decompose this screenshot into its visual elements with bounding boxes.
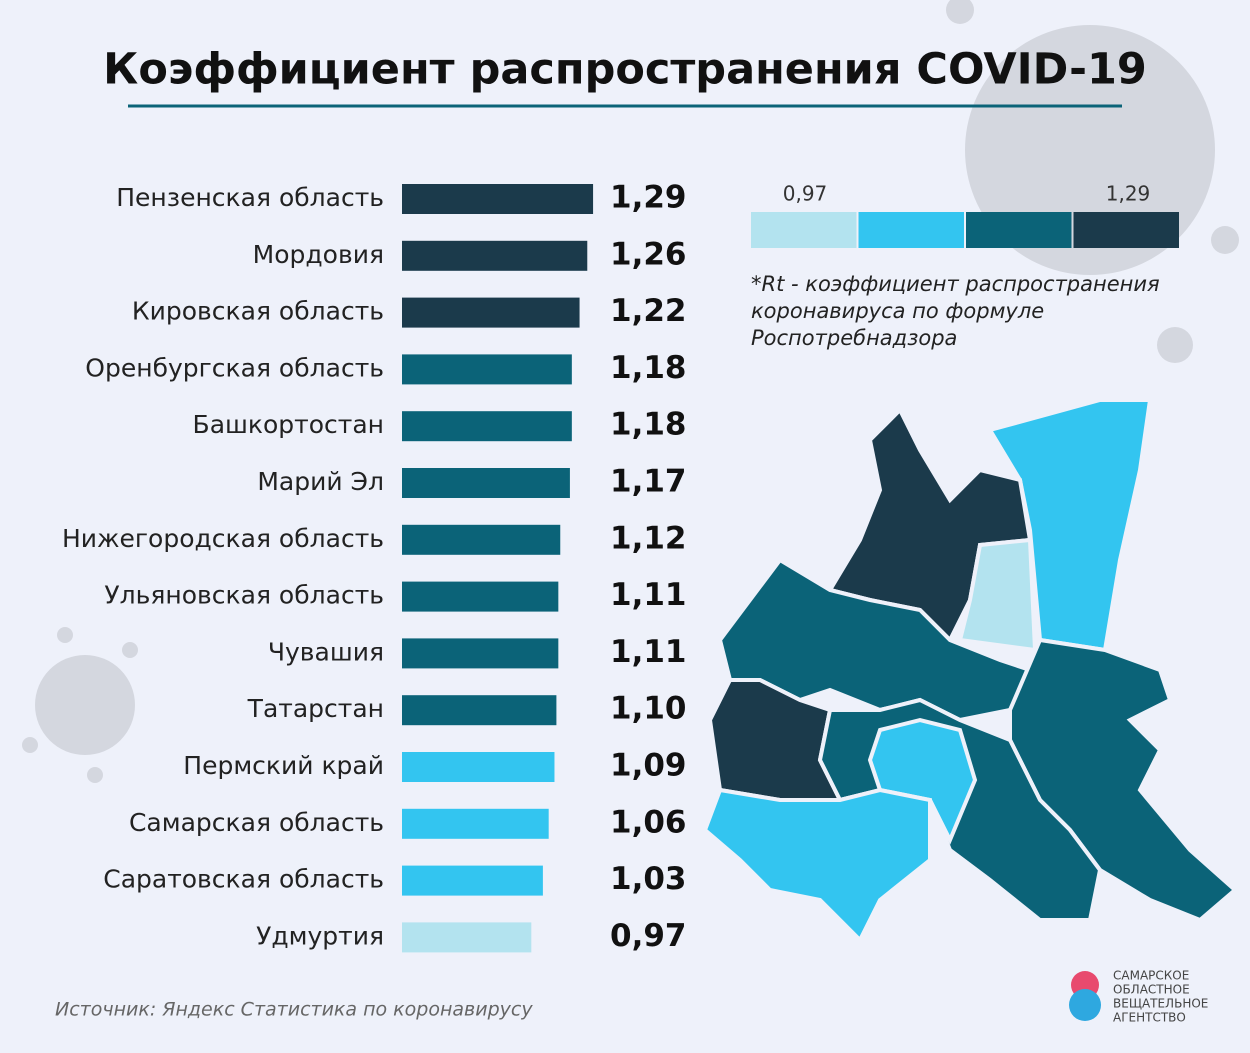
category-label: Саратовская область [103,865,384,894]
category-label: Мордовия [253,240,384,269]
legend-swatch [1073,212,1179,248]
category-label: Башкортостан [193,410,384,439]
category-label: Нижегородская область [62,524,384,553]
value-label: 1,26 [610,236,687,272]
category-label: Оренбургская область [85,353,384,382]
bar [402,695,557,726]
legend-swatch [858,212,964,248]
value-label: 1,22 [610,293,687,329]
value-label: 1,29 [610,180,687,216]
value-label: 1,12 [610,520,687,556]
logo-line: АГЕНТСТВО [1113,1011,1186,1025]
value-label: 1,03 [610,861,687,897]
bar [402,922,532,953]
category-label: Ульяновская область [104,581,384,610]
note-line: *Rt - коэффициент распространения [751,272,1160,296]
note-line: коронавируса по формуле [751,299,1044,323]
category-label: Кировская область [132,297,384,326]
bar [402,581,559,612]
value-label: 0,97 [610,918,687,954]
value-label: 1,10 [610,691,687,727]
bar [402,638,559,669]
bar [402,752,555,782]
logo-line: ОБЛАСТНОЕ [1113,983,1190,997]
legend-max: 1,29 [1106,182,1151,206]
bar [402,184,594,214]
bar [402,411,572,442]
logo: САМАРСКОЕ ОБЛАСТНОЕ ВЕЩАТЕЛЬНОЕ АГЕНТСТВ… [1069,969,1208,1025]
bar [402,240,588,271]
value-label: 1,18 [610,350,687,386]
map [702,398,1239,944]
source: Источник: Яндекс Статистика по коронавир… [55,999,533,1021]
bar [402,808,549,839]
logo-line: ВЕЩАТЕЛЬНОЕ [1113,997,1208,1011]
value-label: 1,18 [610,407,687,443]
category-label: Пермский край [183,751,384,780]
value-label: 1,11 [610,577,687,613]
category-label: Марий Эл [257,467,384,496]
legend-swatch [966,212,1072,248]
bar [402,468,570,498]
category-label: Чувашия [268,637,384,666]
category-label: Самарская область [129,808,384,837]
value-label: 1,11 [610,634,687,670]
legend: 0,97 1,29 [751,182,1179,248]
bar [402,865,543,896]
value-label: 1,17 [610,464,687,500]
value-label: 1,06 [610,804,687,840]
category-label: Татарстан [247,694,384,723]
category-label: Пензенская область [116,183,384,212]
logo-line: САМАРСКОЕ [1113,969,1189,983]
legend-swatch [751,212,857,248]
bar [402,524,561,555]
legend-min: 0,97 [783,182,828,206]
chart-title: Коэффициент распространения COVID-19 [103,45,1147,95]
note-line: Роспотребнадзора [751,326,957,350]
value-label: 1,09 [610,748,687,784]
bar [402,354,572,385]
bar [402,297,580,328]
category-label: Удмуртия [256,921,384,950]
